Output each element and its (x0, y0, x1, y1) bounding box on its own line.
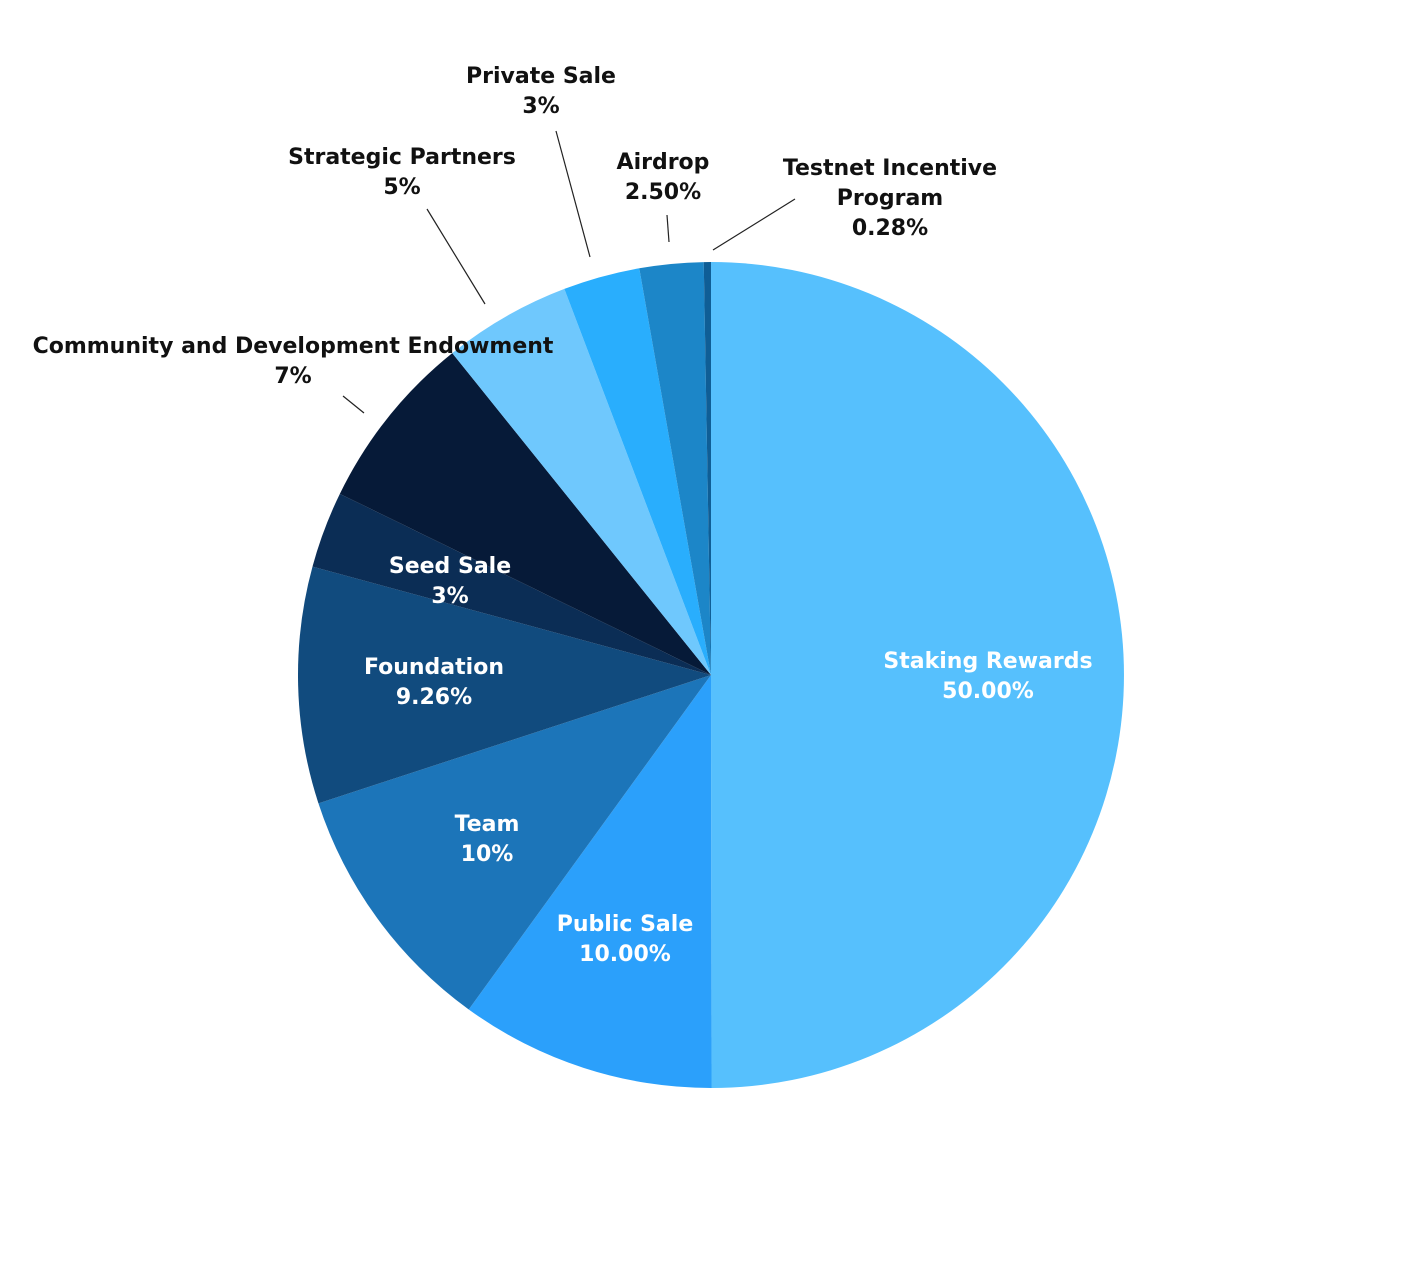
slice-value-label: 2.50% (625, 180, 701, 205)
pie-slice-community-and-development-endowment (339, 353, 711, 675)
slice-name-label: Strategic Partners (288, 145, 516, 170)
slice-label-foundation: Foundation 9.26% (364, 655, 504, 710)
slice-name-label: Team (455, 812, 520, 837)
slice-value-label: 0.28% (852, 216, 928, 241)
slice-labels: Staking Rewards 50.00% Public Sale 10.00% Te… (33, 64, 1093, 967)
leader-line-testnet-incentive-program (712, 198, 796, 251)
pie-slice-private-sale (564, 268, 711, 675)
slice-name-label: Foundation (364, 655, 504, 680)
slice-name-label: Testnet Incentive (783, 156, 997, 181)
pie-slice-team (318, 675, 711, 1010)
pie-slices (298, 262, 1124, 1088)
slice-label-community-and-development-endowment: Community and Development Endowment 7% (33, 334, 554, 389)
leader-line-community-and-development-endowment (342, 395, 365, 414)
slice-name-label: Program (837, 186, 943, 211)
slice-value-label: 3% (431, 584, 468, 609)
leader-line-strategic-partners (426, 208, 486, 305)
slice-label-public-sale: Public Sale 10.00% (557, 912, 693, 967)
pie-slice-staking-rewards (711, 262, 1124, 1088)
slice-name-label: Private Sale (466, 64, 616, 89)
slice-label-staking-rewards: Staking Rewards 50.00% (883, 649, 1092, 704)
pie-slice-foundation (298, 566, 711, 804)
slice-name-label: Public Sale (557, 912, 693, 937)
pie-slice-testnet-incentive-program (703, 262, 711, 675)
slice-value-label: 10% (461, 842, 514, 867)
pie-slice-airdrop (639, 262, 711, 675)
slice-label-team: Team 10% (455, 812, 520, 867)
slice-value-label: 5% (383, 175, 420, 200)
slice-name-label: Staking Rewards (883, 649, 1092, 674)
slice-name-label: Airdrop (617, 150, 710, 175)
slice-label-testnet-incentive-program: Testnet Incentive Program 0.28% (783, 156, 997, 241)
slice-name-label: Community and Development Endowment (33, 334, 554, 359)
leader-line-airdrop (666, 214, 670, 243)
slice-value-label: 50.00% (942, 679, 1034, 704)
pie-slice-strategic-partners (452, 288, 711, 675)
slice-value-label: 3% (522, 94, 559, 119)
slice-label-private-sale: Private Sale 3% (466, 64, 616, 119)
slice-value-label: 7% (274, 364, 311, 389)
pie-slice-public-sale (468, 675, 712, 1088)
slice-label-strategic-partners: Strategic Partners 5% (288, 145, 516, 200)
slice-label-airdrop: Airdrop 2.50% (617, 150, 710, 205)
slice-value-label: 10.00% (579, 942, 671, 967)
leader-line-private-sale (555, 130, 591, 258)
pie-slice-seed-sale (312, 493, 711, 675)
slice-label-seed-sale: Seed Sale 3% (389, 554, 511, 609)
leader-lines (342, 130, 796, 414)
slice-value-label: 9.26% (396, 685, 472, 710)
slice-name-label: Seed Sale (389, 554, 511, 579)
